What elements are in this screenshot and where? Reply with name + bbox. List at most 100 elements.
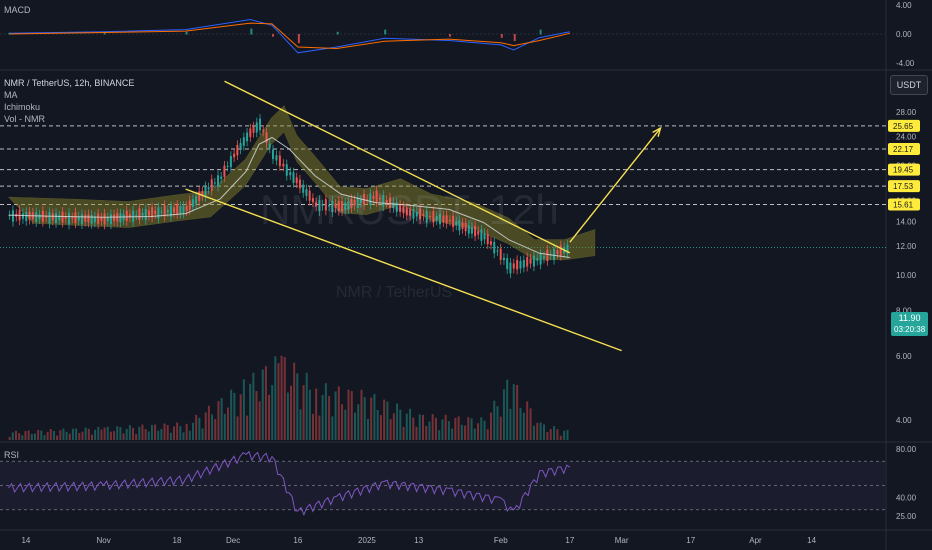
- volume-bar: [470, 418, 473, 440]
- macd-histogram-bar: [271, 34, 274, 37]
- volume-bar: [286, 392, 289, 440]
- macd-histogram-bar: [448, 34, 451, 37]
- volume-bar: [106, 426, 109, 440]
- candle-body: [249, 128, 252, 137]
- volume-bar: [512, 384, 515, 440]
- candle-body: [496, 250, 499, 252]
- volume-bar: [296, 373, 299, 440]
- candle-body: [185, 205, 188, 212]
- volume-bar: [425, 425, 428, 440]
- candle-body: [210, 179, 213, 191]
- candle-body: [405, 207, 408, 216]
- candle-body: [402, 206, 405, 214]
- level-tag: [888, 142, 920, 155]
- rsi-tick-label: 80.00: [896, 445, 917, 454]
- candle-body: [526, 257, 529, 267]
- candle-body: [35, 212, 38, 222]
- volume-bar: [166, 425, 169, 440]
- candle-body: [445, 215, 448, 224]
- candle-body: [409, 208, 412, 216]
- rsi-tick-label: 25.00: [896, 512, 917, 521]
- candle-body: [144, 209, 147, 220]
- indicator-ma-label[interactable]: MA: [4, 90, 18, 100]
- rsi-line: [8, 450, 571, 517]
- wedge-lower-trendline: [185, 188, 622, 352]
- price-tick-label: 28.00: [896, 108, 917, 117]
- candle-body: [90, 215, 93, 224]
- price-tick-label: 12.00: [896, 242, 917, 251]
- volume-bar: [207, 405, 210, 440]
- candle-body: [425, 210, 428, 223]
- candle-body: [80, 214, 83, 225]
- candle-body: [292, 172, 295, 183]
- candle-body: [359, 199, 362, 203]
- macd-tick-label: 0.00: [896, 30, 912, 39]
- candle-body: [236, 145, 239, 156]
- candle-body: [344, 202, 347, 210]
- volume-bar: [477, 423, 480, 440]
- candle-body: [176, 204, 179, 215]
- candle-body: [45, 215, 48, 218]
- candle-body: [229, 155, 232, 168]
- volume-bar: [526, 401, 529, 440]
- volume-bar: [40, 430, 43, 440]
- candle-body: [353, 199, 356, 206]
- volume-bar: [252, 372, 255, 440]
- candle-body: [502, 257, 505, 261]
- volume-bar: [290, 385, 293, 440]
- volume-bar: [334, 391, 337, 440]
- candle-body: [419, 208, 422, 220]
- time-axis-label: Nov: [96, 536, 110, 545]
- volume-bar: [396, 403, 399, 440]
- currency-selector[interactable]: USDT: [890, 75, 928, 95]
- candle-body: [166, 209, 169, 213]
- candle-body: [64, 216, 67, 219]
- volume-bar: [135, 434, 138, 440]
- indicator-ichimoku-label[interactable]: Ichimoku: [4, 102, 41, 112]
- indicator-volume-label[interactable]: Vol - NMR: [4, 114, 46, 124]
- candle-body: [233, 153, 236, 158]
- candle-body: [422, 214, 425, 216]
- volume-bar: [366, 418, 369, 440]
- volume-bar: [268, 394, 271, 440]
- candle-body: [509, 262, 512, 274]
- candle-body: [347, 201, 350, 210]
- volume-bar: [506, 379, 509, 440]
- volume-bar: [71, 428, 74, 440]
- volume-bar: [566, 430, 569, 440]
- candle-body: [169, 205, 172, 217]
- time-axis-label: 2025: [358, 536, 376, 545]
- candle-body: [179, 206, 182, 214]
- level-tag: [888, 180, 920, 193]
- volume-bar: [563, 430, 566, 440]
- time-axis-label: Apr: [749, 536, 762, 545]
- macd-histogram-bar: [8, 32, 11, 35]
- level-tag: [888, 119, 920, 132]
- time-axis-label: Dec: [226, 536, 240, 545]
- candle-body: [512, 263, 515, 269]
- volume-bar: [65, 431, 68, 440]
- ichimoku-cloud: [7, 105, 596, 261]
- candle-body: [125, 210, 128, 222]
- volume-bar: [43, 435, 46, 440]
- candle-body: [385, 200, 388, 203]
- rsi-pane-label: RSI: [4, 450, 20, 460]
- macd-histogram-bar: [336, 31, 339, 35]
- volume-bar: [312, 413, 315, 440]
- candle-body: [252, 126, 255, 133]
- volume-bar: [261, 369, 264, 440]
- volume-bar: [431, 414, 434, 440]
- symbol-title[interactable]: NMR / TetherUS, 12h, BINANCE: [4, 78, 135, 88]
- volume-bar: [59, 430, 62, 440]
- level-tag: [888, 163, 920, 176]
- candle-body: [58, 215, 61, 221]
- candle-body: [350, 198, 353, 208]
- volume-bar: [179, 426, 182, 440]
- candle-body: [93, 216, 96, 223]
- volume-bar: [328, 396, 331, 440]
- candle-body: [207, 187, 210, 190]
- volume-bar: [556, 429, 559, 440]
- candle-body: [151, 207, 154, 218]
- candle-body: [566, 244, 569, 254]
